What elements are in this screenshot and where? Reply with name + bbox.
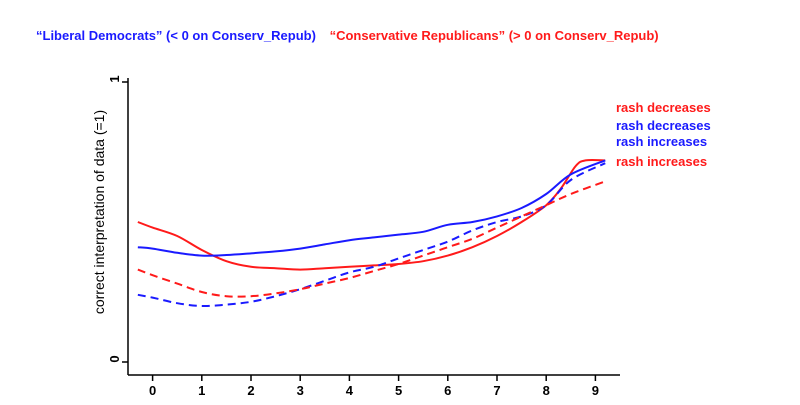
series-line-conservative-solid xyxy=(137,158,606,271)
legend-conservative-republicans: “Conservative Republicans” (> 0 on Conse… xyxy=(329,28,659,43)
x-tick-label: 2 xyxy=(247,383,254,398)
x-tick-label: 8 xyxy=(543,383,550,398)
y-tick-label: 0 xyxy=(107,355,122,362)
x-tick-label: 1 xyxy=(198,383,205,398)
chart-series xyxy=(137,158,606,308)
x-tick-label: 9 xyxy=(592,383,599,398)
x-tick-label: 5 xyxy=(395,383,402,398)
series-end-label: rash increases xyxy=(616,154,707,169)
legend-liberal-democrats: “Liberal Democrats” (< 0 on Conserv_Repu… xyxy=(36,28,316,43)
chart-axes: 0 1 0 1 2 3 4 5 6 7 8 9 correct interpretation of da… xyxy=(91,75,620,398)
series-line-liberal-dashed xyxy=(137,162,606,308)
series-end-label: rash decreases xyxy=(616,118,711,133)
y-axis-label: correct interpretation of data (=1) xyxy=(91,110,107,314)
x-tick-label: 7 xyxy=(493,383,500,398)
series-end-label: rash increases xyxy=(616,134,707,149)
y-tick-label: 1 xyxy=(107,75,122,82)
x-tick-label: 6 xyxy=(444,383,451,398)
chart-legend-title: “Liberal Democrats” (< 0 on Conserv_Repu… xyxy=(36,28,669,43)
series-line-conservative-dashed xyxy=(137,180,606,298)
x-tick-label: 4 xyxy=(346,383,354,398)
series-line-liberal-solid xyxy=(137,159,606,257)
series-end-label: rash decreases xyxy=(616,100,711,115)
x-tick-label: 0 xyxy=(149,383,156,398)
x-tick-label: 3 xyxy=(297,383,304,398)
